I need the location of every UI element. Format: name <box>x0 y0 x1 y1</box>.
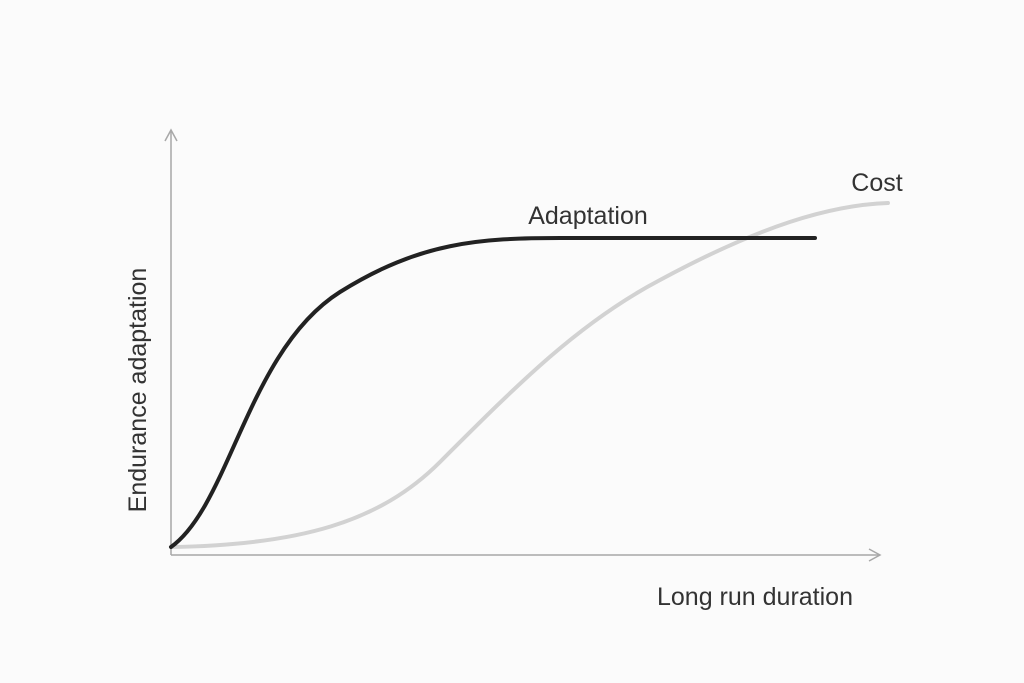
x-axis-label: Long run duration <box>657 583 853 611</box>
y-arrow <box>164 128 178 142</box>
cost-label: Cost <box>851 169 902 197</box>
axes <box>164 128 882 562</box>
x-arrow <box>868 548 882 562</box>
adaptation-curve <box>169 236 817 549</box>
y-axis-label: Endurance adaptation <box>124 268 152 513</box>
adaptation-label: Adaptation <box>528 202 648 230</box>
cost-curve <box>169 201 890 549</box>
